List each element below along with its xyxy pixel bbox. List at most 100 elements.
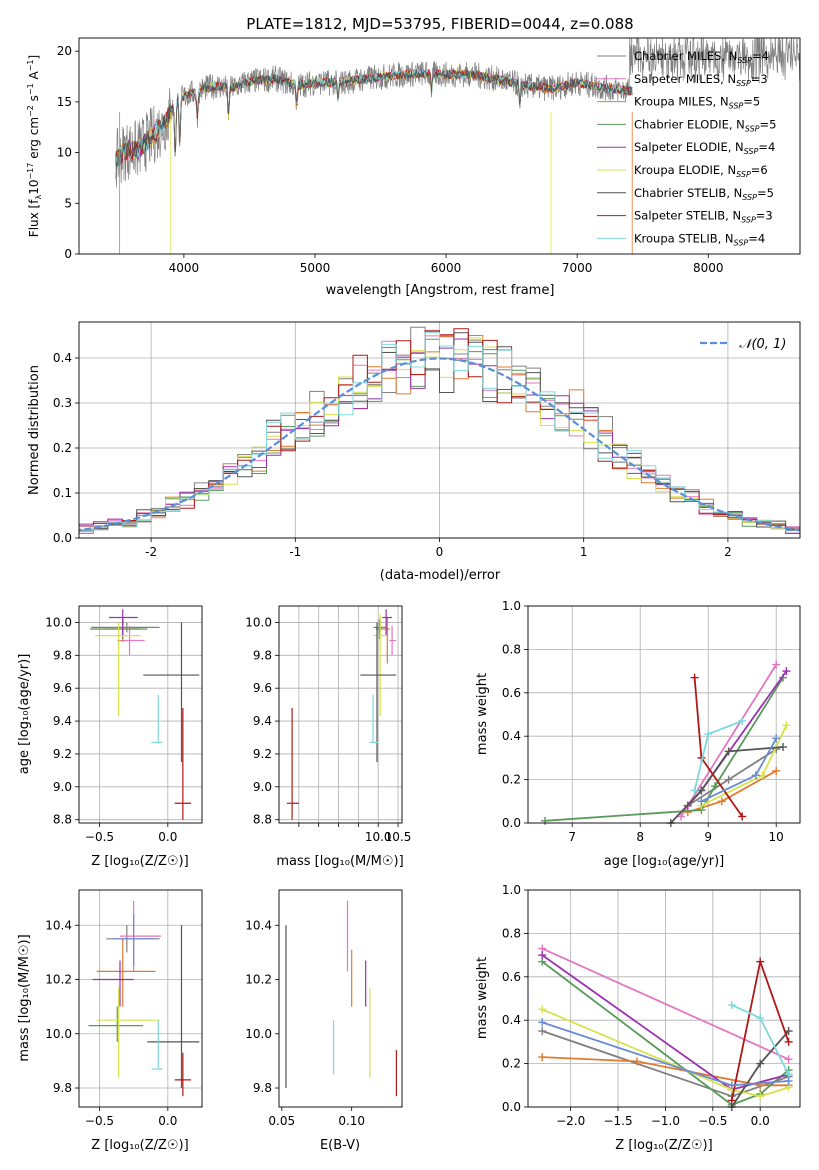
y-tick-label: 10.2 bbox=[45, 973, 72, 987]
y-tick-label: 0.8 bbox=[502, 642, 521, 656]
x-tick-label: −0.5 bbox=[85, 830, 114, 844]
plus-marker bbox=[538, 1005, 547, 1014]
age-vs-z-axes-frame bbox=[78, 605, 203, 824]
spectrum-ylabel-close: ] bbox=[27, 55, 41, 60]
legend-label: Kroupa ELODIE, NSSP=6 bbox=[634, 163, 768, 179]
data-point-errorbar bbox=[151, 694, 163, 744]
plus-marker bbox=[538, 1053, 547, 1062]
data-point-errorbar bbox=[113, 914, 155, 966]
plus-marker bbox=[756, 1092, 765, 1101]
massweight-vs-z-plot-area bbox=[538, 944, 793, 1111]
x-tick-label: 0.0 bbox=[158, 1114, 177, 1128]
plus-marker bbox=[758, 771, 767, 780]
age-vs-mass-x-axis-label: mass [log₁₀(M/M☉)] bbox=[276, 854, 403, 869]
age-vs-z-y-axis-label: age [log₁₀(age/yr)] bbox=[17, 654, 32, 775]
legend-sub: SSP bbox=[736, 79, 751, 88]
legend-name: Salpeter ELODIE, N bbox=[634, 140, 744, 154]
data-point-errorbar bbox=[389, 625, 397, 656]
spectrum-y-axis-label: Flux [fλ10−17 erg cm−2 s−1 A−1] bbox=[26, 55, 43, 237]
legend-sub: SSP bbox=[741, 216, 756, 225]
legend-nssp: =6 bbox=[751, 163, 768, 177]
data-point-errorbar bbox=[174, 707, 192, 820]
spectrum-plot-area bbox=[115, 38, 800, 254]
legend-nssp: =4 bbox=[748, 231, 765, 245]
massweight-vs-z-grid bbox=[528, 889, 800, 1108]
legend-nssp: =5 bbox=[743, 95, 760, 109]
y-tick-label: 9.2 bbox=[253, 747, 272, 761]
x-tick-label: 1 bbox=[580, 545, 588, 559]
y-tick-label: 0.0 bbox=[502, 816, 521, 830]
plus-marker bbox=[756, 1059, 765, 1068]
data-point-errorbar bbox=[382, 609, 393, 636]
x-tick-label: −1.0 bbox=[651, 1114, 680, 1128]
mass-vs-z-x-axis-label: Z [log₁₀(Z/Z☉)] bbox=[91, 1138, 188, 1153]
y-tick-label: 10.4 bbox=[245, 918, 272, 932]
plus-marker bbox=[756, 1014, 765, 1023]
mass-vs-ebv-panel: 0.05 0.10 9.8 10.0 10.2 10.4 E(B-V) bbox=[245, 889, 403, 1153]
legend-nssp: =5 bbox=[760, 117, 777, 131]
x-tick-label: 6000 bbox=[431, 261, 462, 275]
weight-line bbox=[687, 670, 788, 807]
y-tick-label: 0.2 bbox=[53, 441, 72, 455]
legend-label: Chabrier STELIB, NSSP=5 bbox=[634, 186, 774, 202]
age-vs-z-ticks: −0.5 0.0 8.8 9.0 9.2 9.4 9.6 9.8 10.0 bbox=[45, 615, 177, 844]
spectrum-ylabel-sub: λ bbox=[34, 195, 43, 200]
y-tick-label: 0.4 bbox=[502, 1013, 521, 1027]
residual-legend: 𝒩(0, 1) bbox=[700, 337, 786, 352]
y-tick-label: 9.8 bbox=[53, 648, 72, 662]
data-point-errorbar bbox=[102, 617, 141, 643]
x-tick-label: −0.5 bbox=[698, 1114, 727, 1128]
legend-sub: SSP bbox=[737, 56, 752, 65]
legend-nssp: =3 bbox=[751, 72, 768, 86]
legend-label: Salpeter STELIB, NSSP=3 bbox=[634, 209, 773, 225]
plus-marker bbox=[724, 747, 733, 756]
y-tick-label: 20 bbox=[57, 44, 72, 58]
y-tick-label: 5 bbox=[64, 196, 72, 210]
x-tick-label: -2 bbox=[145, 545, 157, 559]
legend-name: Kroupa STELIB, N bbox=[634, 231, 734, 245]
figure-title: PLATE=1812, MJD=53795, FIBERID=0044, z=0… bbox=[246, 15, 633, 33]
y-tick-label: 0.8 bbox=[502, 926, 521, 940]
plus-marker bbox=[784, 1027, 793, 1036]
spectrum-ylabel-exp1: −17 bbox=[26, 163, 35, 180]
x-tick-label: 8000 bbox=[693, 261, 724, 275]
plus-marker bbox=[727, 1081, 736, 1090]
spectrum-ylabel-exp4: −1 bbox=[26, 59, 35, 71]
y-tick-label: 0.6 bbox=[502, 970, 521, 984]
legend-label: Salpeter ELODIE, NSSP=4 bbox=[634, 140, 775, 156]
data-point-errorbar bbox=[143, 622, 200, 763]
y-tick-label: 9.4 bbox=[53, 714, 72, 728]
legend-name: Chabrier MILES, N bbox=[634, 49, 737, 63]
legend-label: Salpeter MILES, NSSP=3 bbox=[634, 72, 768, 88]
x-tick-label: 0.10 bbox=[338, 1114, 365, 1128]
plus-marker bbox=[690, 786, 699, 795]
massweight-vs-age-ticks: 7 8 9 10 0.0 0.2 0.4 0.6 0.8 1.0 bbox=[502, 599, 784, 844]
y-tick-label: 9.6 bbox=[53, 681, 72, 695]
x-tick-label: 0.05 bbox=[268, 1114, 295, 1128]
legend-label: Chabrier ELODIE, NSSP=5 bbox=[634, 117, 776, 133]
legend-sub: SSP bbox=[736, 170, 751, 179]
y-tick-label: 9.2 bbox=[53, 747, 72, 761]
residual-x-axis-label: (data-model)/error bbox=[380, 568, 501, 583]
legend-label: Chabrier MILES, NSSP=4 bbox=[634, 49, 769, 65]
y-tick-label: 10.0 bbox=[45, 615, 72, 629]
x-tick-label: 0.0 bbox=[158, 830, 177, 844]
legend-nssp: =4 bbox=[752, 49, 769, 63]
y-tick-label: 10.4 bbox=[45, 918, 72, 932]
plus-marker bbox=[727, 1001, 736, 1010]
y-tick-label: 9.8 bbox=[253, 1081, 272, 1095]
y-tick-label: 10.0 bbox=[245, 1027, 272, 1041]
x-tick-label: 10 bbox=[769, 830, 784, 844]
data-point-errorbar bbox=[92, 960, 134, 1007]
y-tick-label: 9.8 bbox=[253, 648, 272, 662]
legend-name: Chabrier STELIB, N bbox=[634, 186, 742, 200]
legend-label: Kroupa STELIB, NSSP=4 bbox=[634, 231, 765, 247]
y-tick-label: 0.2 bbox=[502, 773, 521, 787]
y-tick-label: 0.1 bbox=[53, 486, 72, 500]
weight-line bbox=[541, 1008, 789, 1098]
plus-marker bbox=[711, 782, 719, 791]
age-vs-mass-grid bbox=[279, 606, 402, 823]
age-vs-mass-plot-area bbox=[286, 609, 397, 820]
residual-ticks: -2 -1 0 1 2 0.0 0.1 0.2 0.3 0.4 bbox=[53, 351, 732, 559]
plus-marker bbox=[782, 721, 791, 730]
